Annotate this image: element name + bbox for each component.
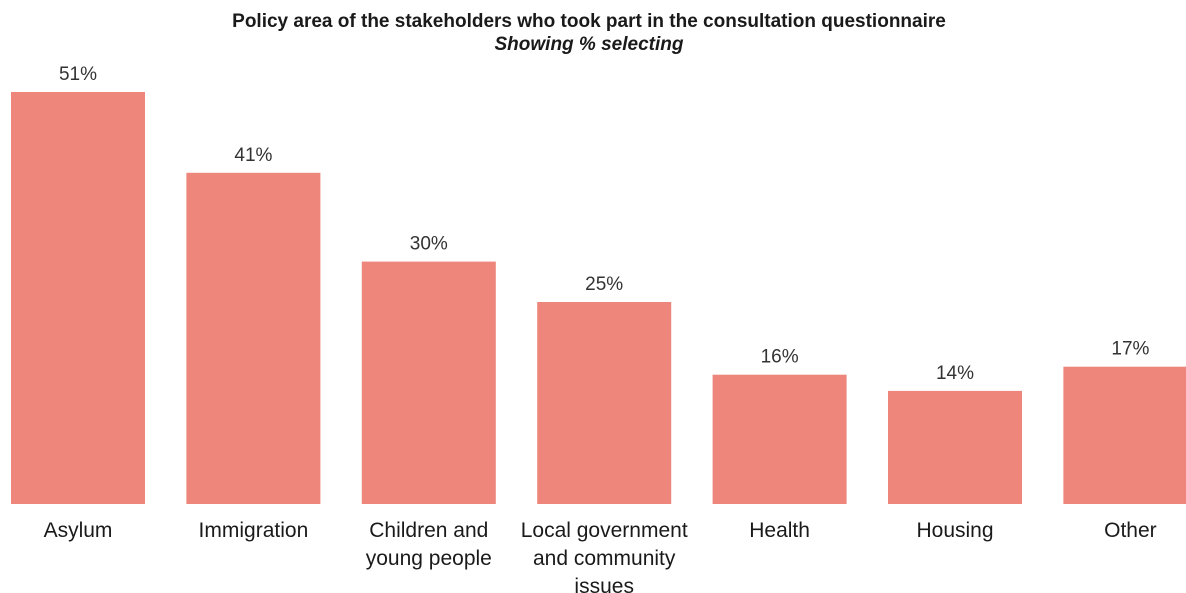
chart-title: Policy area of the stakeholders who took… (232, 11, 946, 32)
bar (11, 92, 145, 504)
bar-value-label: 30% (410, 234, 448, 255)
bar (712, 374, 847, 504)
chart-title-block: Policy area of the stakeholders who took… (0, 10, 1178, 56)
bar (537, 302, 672, 504)
category-label: Children and young people (366, 519, 492, 570)
chart-subtitle: Showing % selecting (494, 34, 684, 55)
category-label: Other (1104, 519, 1157, 542)
bar-value-label: 14% (936, 363, 974, 384)
category-label: Health (749, 519, 810, 542)
category-label: Asylum (44, 519, 113, 542)
bar (361, 261, 496, 504)
bar-value-label: 41% (234, 145, 272, 166)
bar-value-label: 16% (761, 347, 799, 368)
bar-value-label: 25% (585, 274, 623, 295)
bar (1063, 366, 1186, 504)
bar-value-label: 17% (1111, 339, 1149, 360)
bar (186, 172, 321, 505)
bar (888, 390, 1022, 504)
category-label: Housing (916, 519, 993, 542)
bar-value-label: 51% (59, 64, 97, 85)
category-label: Immigration (199, 519, 309, 542)
category-label: Local government and community issues (521, 519, 688, 593)
